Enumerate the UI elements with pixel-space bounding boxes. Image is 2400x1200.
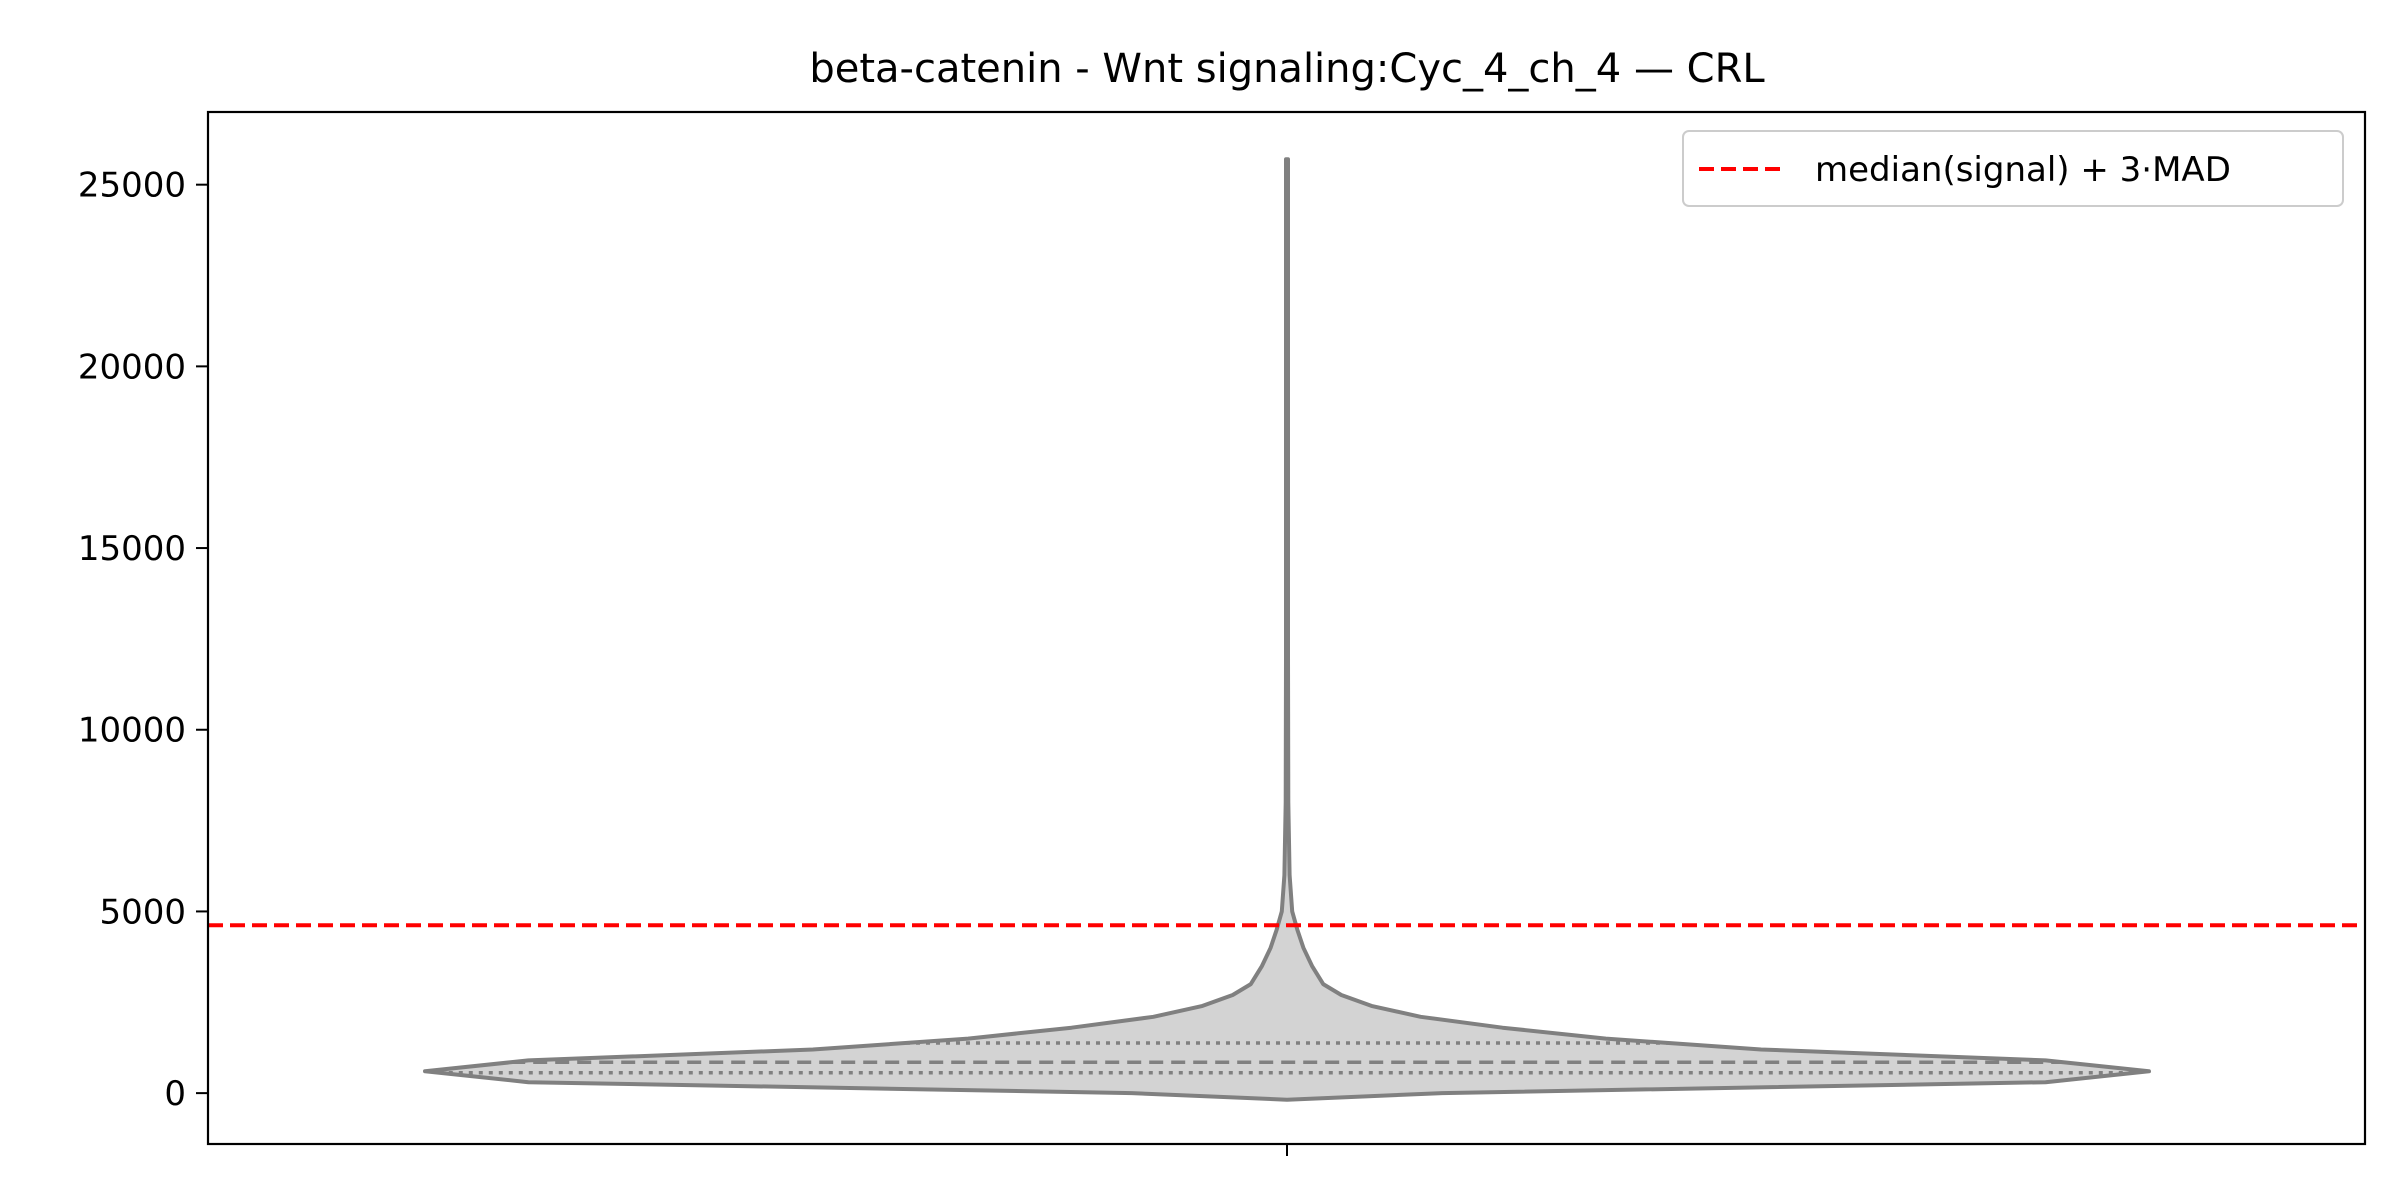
legend: median(signal) + 3·MAD: [1682, 130, 2344, 207]
legend-label-threshold: median(signal) + 3·MAD: [1815, 150, 2231, 190]
y-tick-label: 0: [164, 1074, 186, 1114]
y-tick-label: 15000: [78, 529, 186, 569]
y-axis: 0 5000 10000 15000 20000 25000: [78, 166, 208, 1114]
chart-title: beta-catenin - Wnt signaling:Cyc_4_ch_4 …: [809, 46, 1765, 92]
legend-box: [1682, 130, 2344, 207]
y-tick-label: 20000: [78, 347, 186, 387]
y-tick-label: 25000: [78, 166, 186, 206]
y-tick-label: 10000: [78, 711, 186, 751]
y-tick-label: 5000: [99, 892, 186, 932]
plot-area: [208, 157, 2365, 1102]
violin-body: [423, 157, 2151, 1102]
violin-group: [423, 157, 2151, 1102]
